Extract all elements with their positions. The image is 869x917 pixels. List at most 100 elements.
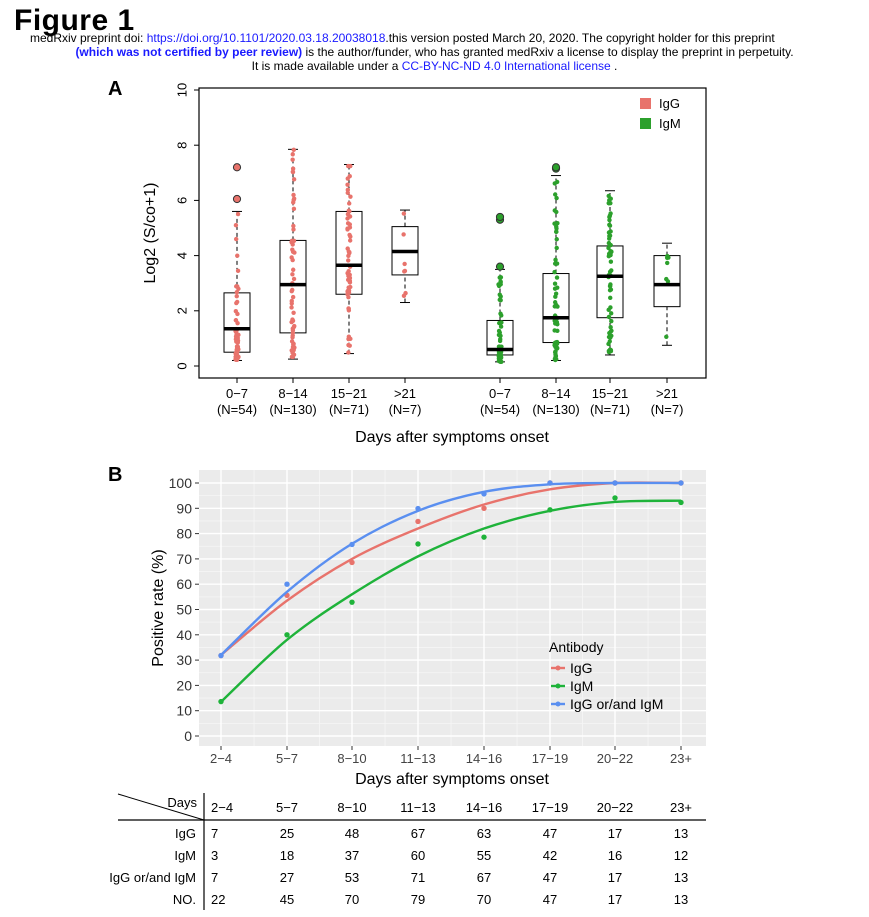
data-point (289, 255, 294, 260)
series-curve (220, 481, 682, 656)
data-point (402, 261, 407, 267)
table-cell: 25 (280, 826, 294, 841)
data-point (291, 177, 297, 182)
table-cell: 60 (411, 848, 425, 863)
data-point (607, 334, 613, 340)
table-cell: 55 (477, 848, 491, 863)
corner-header: Days (167, 795, 197, 810)
y-tick-label: 10 (175, 83, 190, 97)
x-tick-label: 11−13 (400, 751, 436, 766)
x-tick-label: >21 (394, 386, 416, 401)
table-cell: 37 (345, 848, 359, 863)
data-point (553, 294, 558, 299)
data-point (415, 518, 421, 525)
table-cell: 13 (674, 892, 688, 907)
header-line-2: (which was not certified by peer review)… (0, 45, 869, 59)
data-point (608, 242, 613, 248)
legend-title: Antibody (549, 639, 603, 655)
data-point (606, 341, 611, 347)
x-tick-label: 23+ (670, 751, 692, 766)
data-point (291, 200, 296, 205)
data-point (608, 305, 613, 310)
legend-key-point (555, 701, 561, 707)
data-point (345, 182, 350, 187)
data-point (547, 480, 553, 486)
data-point (290, 272, 295, 277)
data-point (678, 499, 684, 506)
x-tick-label: 15−21 (592, 386, 629, 401)
data-point (554, 195, 559, 201)
table-column-header: 2−4 (211, 800, 233, 815)
x-tick-label: 8−14 (278, 386, 307, 401)
x-tick-label: 0−7 (226, 386, 248, 401)
legend-label: IgM (570, 678, 593, 694)
header-suffix: .this version posted March 20, 2020. The… (385, 31, 775, 45)
y-tick-label: 6 (175, 197, 190, 204)
x-tick-n-label: (N=7) (389, 402, 422, 417)
data-point (608, 347, 614, 353)
table-cell: 17 (608, 826, 622, 841)
data-point (291, 206, 297, 212)
data-point (347, 238, 353, 243)
legend-label: IgG (570, 660, 593, 676)
x-tick-label: 14−16 (466, 751, 503, 766)
data-point (554, 345, 560, 351)
data-point (547, 507, 553, 513)
data-point (346, 306, 351, 311)
data-point (234, 294, 239, 299)
data-point (291, 227, 296, 232)
data-point (291, 276, 297, 282)
series-curve (220, 499, 682, 703)
data-point (347, 232, 352, 238)
data-point (290, 330, 296, 336)
data-point (497, 338, 503, 344)
table-column-header: 20−22 (597, 800, 634, 815)
data-point (415, 505, 421, 512)
data-point (290, 152, 295, 157)
data-point (235, 253, 240, 258)
data-point (498, 275, 504, 280)
y-tick-label: 70 (176, 551, 192, 567)
data-point (555, 304, 560, 309)
data-point (233, 236, 239, 242)
data-point (497, 297, 502, 303)
data-point (554, 209, 559, 215)
panel-b-label: B (108, 464, 123, 486)
license-link[interactable]: CC-BY-NC-ND 4.0 International license (401, 59, 611, 73)
y-axis-title: Positive rate (%) (150, 549, 167, 666)
table-cell: 13 (674, 826, 688, 841)
y-tick-label: 4 (175, 252, 190, 259)
data-point (552, 356, 558, 361)
data-point (608, 295, 613, 301)
data-point (552, 221, 557, 226)
data-point (554, 229, 559, 234)
data-point (346, 350, 351, 355)
outlier-point (232, 194, 242, 204)
data-point (349, 541, 355, 548)
data-point (609, 268, 614, 273)
y-tick-label: 2 (175, 307, 190, 314)
x-tick-n-label: (N=71) (329, 402, 369, 417)
data-point (234, 300, 239, 306)
data-point (291, 310, 296, 316)
x-axis-title: Days after symptoms onset (355, 429, 549, 446)
data-point (289, 305, 294, 310)
data-point (347, 201, 352, 206)
legend-swatch (640, 98, 651, 109)
data-point (291, 147, 296, 153)
table-cell: 12 (674, 848, 688, 863)
legend-key-point (555, 665, 561, 671)
table-column-header: 17−19 (532, 800, 569, 815)
y-tick-label: 8 (175, 142, 190, 149)
data-point (678, 480, 684, 486)
table-column-header: 14−16 (466, 800, 503, 815)
data-point (233, 223, 239, 228)
outlier-point (495, 212, 505, 222)
x-tick-label: 8−10 (337, 751, 366, 766)
header-line-3: It is made available under a CC-BY-NC-ND… (0, 59, 869, 73)
data-point (345, 190, 350, 196)
doi-link[interactable]: https://doi.org/10.1101/2020.03.18.20038… (146, 31, 386, 45)
data-point (481, 534, 487, 540)
